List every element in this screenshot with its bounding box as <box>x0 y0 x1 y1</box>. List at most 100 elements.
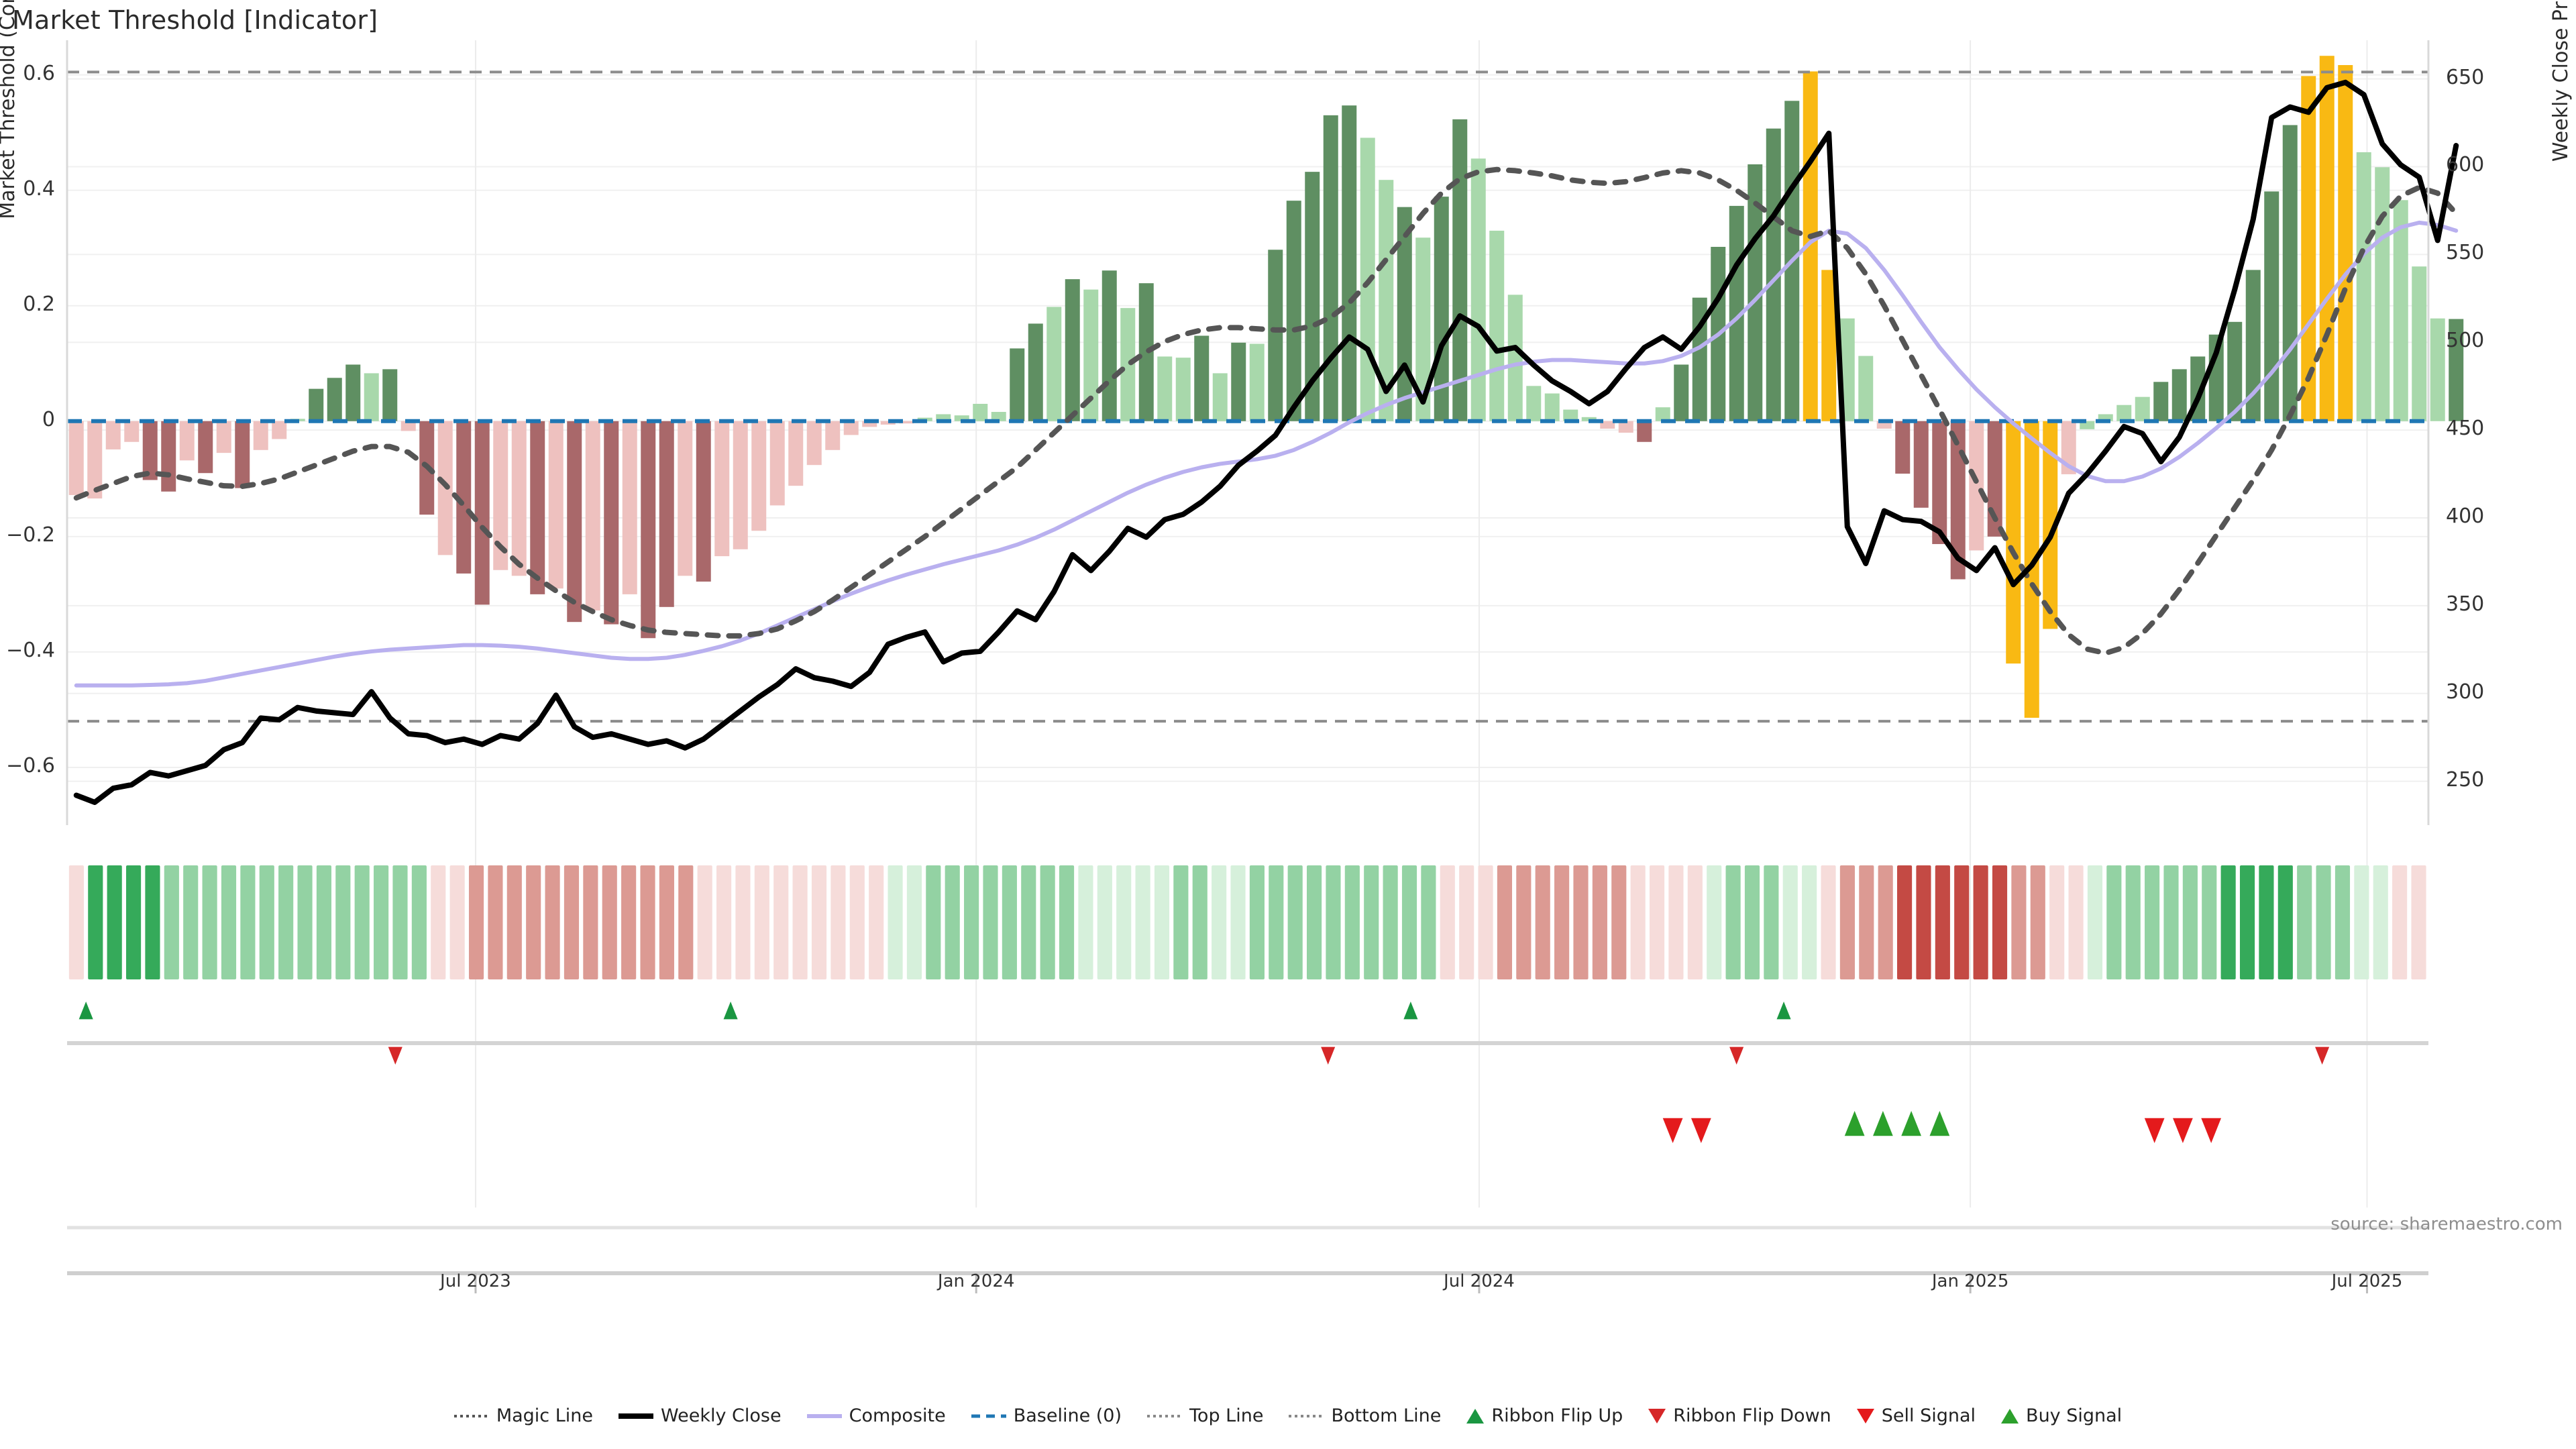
magic-line <box>73 166 2459 656</box>
ribbon-cell <box>335 865 351 979</box>
bar <box>364 373 379 421</box>
bar <box>548 421 564 589</box>
ribbon-cell <box>716 865 732 979</box>
legend-item[interactable]: Weekly Close <box>619 1405 782 1426</box>
solid-line-swatch <box>806 1411 842 1421</box>
bar <box>1157 356 1173 421</box>
bar <box>493 421 508 570</box>
ribbon-cell <box>2297 865 2312 979</box>
ribbon-cell <box>259 865 274 979</box>
ribbon-cell <box>1344 865 1360 979</box>
legend-label: Ribbon Flip Down <box>1673 1405 1831 1426</box>
bar <box>1618 421 1633 433</box>
ribbon-cell <box>1021 865 1036 979</box>
legend-item[interactable]: Top Line <box>1147 1405 1263 1426</box>
bar <box>954 415 969 421</box>
ribbon-cell <box>88 865 103 979</box>
bar <box>2116 405 2132 421</box>
bar <box>1268 250 1283 421</box>
bar <box>1305 172 1320 421</box>
legend-item[interactable]: Baseline (0) <box>971 1405 1122 1426</box>
ribbon-cell <box>906 865 922 979</box>
legend-item[interactable]: Sell Signal <box>1856 1405 1976 1426</box>
bar <box>216 421 231 453</box>
dashed-line-swatch <box>971 1411 1006 1421</box>
bar <box>2043 421 2058 629</box>
bar <box>1913 421 1929 508</box>
bar <box>105 421 121 449</box>
bar <box>2375 167 2390 421</box>
ribbon-cell <box>869 865 884 979</box>
ribbon-cell <box>2392 865 2408 979</box>
legend-label: Sell Signal <box>1881 1405 1976 1426</box>
bar <box>1655 407 1670 421</box>
ribbon-cell <box>1687 865 1703 979</box>
bar <box>309 388 324 421</box>
ribbon-cell <box>164 865 179 979</box>
bar <box>1748 164 1763 421</box>
bar <box>2171 369 2187 421</box>
ribbon-cell <box>1040 865 1055 979</box>
ribbon-cell <box>1154 865 1170 979</box>
bar <box>1581 417 1597 421</box>
ribbon-cell <box>2011 865 2027 979</box>
ribbon-cell <box>1707 865 1722 979</box>
sell-signal-marker <box>1662 1118 1683 1143</box>
bar <box>1231 342 1246 421</box>
ribbon-cell <box>1383 865 1398 979</box>
y-tick-label-right: 650 <box>2446 65 2485 89</box>
bar <box>1544 393 1560 421</box>
ribbon-cell <box>1954 865 1970 979</box>
bar <box>400 421 416 431</box>
bar <box>696 421 711 582</box>
bar <box>788 421 804 486</box>
legend-label: Baseline (0) <box>1013 1405 1122 1426</box>
legend-item[interactable]: Composite <box>806 1405 946 1426</box>
legend-item[interactable]: Ribbon Flip Down <box>1648 1405 1831 1426</box>
bar <box>880 421 896 425</box>
bar <box>1895 421 1911 474</box>
bar <box>2153 382 2169 421</box>
legend-item[interactable]: Bottom Line <box>1289 1405 1441 1426</box>
bar <box>1470 158 1486 421</box>
x-tick-label: Jan 2025 <box>1931 1271 2009 1291</box>
legend-item[interactable]: Magic Line <box>453 1405 593 1426</box>
composite-line <box>74 220 2459 688</box>
ribbon-cell <box>1478 865 1493 979</box>
legend-label: Composite <box>849 1405 946 1426</box>
ribbon-cell <box>1364 865 1379 979</box>
bar <box>1637 421 1652 442</box>
bar <box>1674 364 1689 421</box>
ribbon-cell <box>1230 865 1246 979</box>
ribbon-cell <box>1440 865 1455 979</box>
bar <box>1102 270 1117 421</box>
ribbon-cell <box>240 865 256 979</box>
bar <box>1194 335 1210 421</box>
bar <box>862 421 877 427</box>
x-tick-label: Jul 2024 <box>1444 1271 1515 1291</box>
triangle-up-icon <box>2001 1408 2019 1424</box>
legend-item[interactable]: Ribbon Flip Up <box>1466 1405 1623 1426</box>
ribbon-cell <box>1839 865 1855 979</box>
ribbon-cell <box>888 865 903 979</box>
ribbon-cell <box>1744 865 1760 979</box>
ribbon-cell <box>431 865 446 979</box>
bar <box>585 421 600 610</box>
ribbon-cell <box>602 865 617 979</box>
legend-label: Weekly Close <box>661 1405 782 1426</box>
weekly-close-line <box>73 79 2459 805</box>
ribbon-cell <box>1401 865 1417 979</box>
ribbon-cell <box>1173 865 1189 979</box>
ribbon-cell <box>811 865 827 979</box>
ribbon-cell <box>1649 865 1665 979</box>
bar <box>1286 201 1301 421</box>
sell-signal-marker <box>2173 1118 2193 1143</box>
ribbon-flip-up-marker <box>723 1002 738 1020</box>
sell-signal-marker <box>2201 1118 2222 1143</box>
ribbon-cell <box>1078 865 1093 979</box>
legend-item[interactable]: Buy Signal <box>2001 1405 2122 1426</box>
ribbon-cell <box>830 865 846 979</box>
bar <box>2412 266 2427 421</box>
ribbon-cell <box>1878 865 1893 979</box>
ribbon-cell <box>2087 865 2103 979</box>
